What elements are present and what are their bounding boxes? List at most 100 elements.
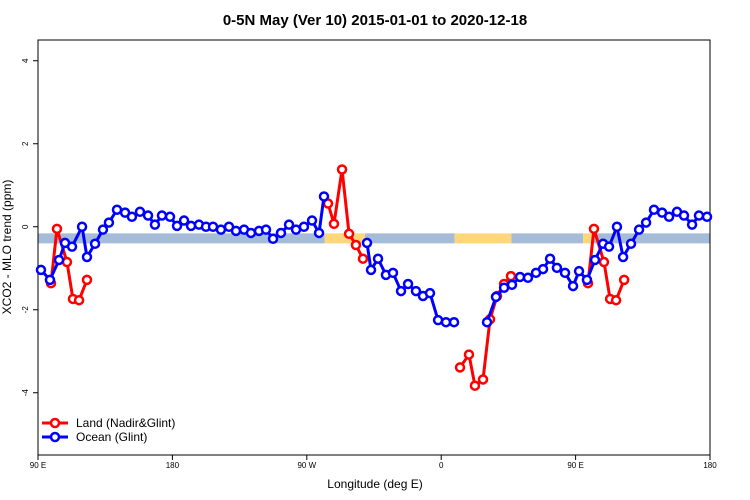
series-marker	[260, 224, 272, 235]
series-marker	[328, 218, 340, 230]
series-marker	[372, 253, 384, 264]
series-marker	[424, 287, 436, 299]
series-marker	[81, 274, 93, 286]
series-marker	[298, 221, 310, 232]
series-marker	[490, 291, 502, 303]
band-segment	[583, 233, 593, 244]
series-marker	[89, 238, 101, 250]
series-marker	[505, 270, 517, 282]
band-segment	[454, 233, 512, 244]
series-marker	[469, 380, 481, 391]
legend-marker	[49, 417, 61, 429]
series-marker	[589, 254, 601, 266]
series-marker	[625, 238, 637, 250]
series-marker	[598, 256, 610, 268]
series-marker	[66, 241, 78, 252]
x-tick-label: 0	[439, 461, 444, 470]
series-marker	[387, 267, 399, 279]
series-marker	[633, 224, 645, 235]
series-marker	[440, 316, 452, 328]
legend-label: Land (Nadir&Glint)	[76, 416, 175, 430]
series-marker	[678, 210, 690, 221]
series-marker	[701, 211, 713, 223]
y-tick-label: -4	[21, 389, 30, 397]
series-marker	[111, 204, 123, 215]
series-marker	[245, 227, 257, 239]
band-segment	[592, 233, 710, 244]
series-marker	[283, 219, 295, 230]
chart-title: 0-5N May (Ver 10) 2015-01-01 to 2020-12-…	[223, 12, 527, 29]
series-marker	[215, 224, 227, 235]
series-marker	[134, 206, 146, 218]
series-marker	[640, 217, 652, 228]
series-marker	[395, 285, 407, 297]
series-marker	[410, 285, 422, 297]
series-marker	[44, 274, 56, 286]
series-marker	[522, 272, 534, 284]
series-marker	[454, 362, 466, 373]
series-marker	[76, 221, 88, 232]
series-marker	[551, 262, 563, 274]
series-marker	[81, 251, 93, 263]
band-segment	[38, 233, 325, 244]
series-marker	[448, 316, 460, 328]
y-axis-label: XCO2 - MLO trend (ppm)	[0, 180, 14, 315]
y-tick-label: 2	[21, 141, 30, 146]
series-marker	[156, 210, 168, 221]
series-marker	[185, 220, 197, 232]
series-marker	[73, 294, 85, 306]
series-marker	[336, 164, 348, 175]
x-axis-label: Longitude (deg E)	[327, 477, 422, 491]
plot-frame	[37, 39, 711, 456]
series-marker	[693, 210, 705, 221]
series-marker	[567, 280, 579, 292]
series-marker	[313, 227, 325, 239]
series-marker	[402, 278, 414, 290]
series-marker	[603, 241, 615, 252]
series-marker	[573, 265, 585, 277]
series-marker	[617, 251, 629, 263]
series-marker	[559, 267, 571, 279]
x-tick-label: 90 E	[30, 461, 46, 470]
x-tick-label: 90 W	[297, 461, 316, 470]
y-tick-label: 0	[21, 224, 30, 229]
legend-marker	[49, 431, 61, 443]
series-marker	[506, 279, 518, 291]
y-tick-label: 4	[21, 58, 30, 63]
series-marker	[164, 211, 176, 223]
series-marker	[588, 223, 600, 235]
series-marker	[103, 217, 115, 228]
series-marker	[357, 253, 369, 264]
series-marker	[610, 294, 622, 306]
series-marker	[648, 204, 660, 215]
band-segment	[324, 233, 366, 244]
series-marker	[149, 219, 161, 230]
series-marker	[343, 228, 355, 240]
series-marker	[350, 239, 362, 251]
series-marker	[611, 221, 623, 232]
series-marker	[275, 227, 287, 239]
series-marker	[618, 274, 630, 286]
series-marker	[267, 233, 279, 245]
legend-label: Ocean (Glint)	[76, 430, 147, 444]
band-segment	[511, 233, 584, 244]
series-marker	[544, 253, 556, 264]
series-marker	[97, 224, 109, 235]
band-segment	[365, 233, 455, 244]
series-marker	[481, 316, 493, 328]
series-marker	[365, 264, 377, 276]
series-marker	[142, 210, 154, 221]
x-tick-label: 180	[166, 461, 180, 470]
series-marker	[463, 349, 475, 360]
series-marker	[178, 215, 190, 226]
series-marker	[171, 220, 183, 232]
series-marker	[318, 191, 330, 202]
series-marker	[477, 374, 489, 385]
series-marker	[663, 211, 675, 223]
series-marker	[361, 237, 373, 249]
x-tick-label: 180	[703, 461, 717, 470]
series-marker	[35, 264, 47, 276]
series-marker	[686, 219, 698, 230]
x-tick-label: 90 E	[567, 461, 583, 470]
